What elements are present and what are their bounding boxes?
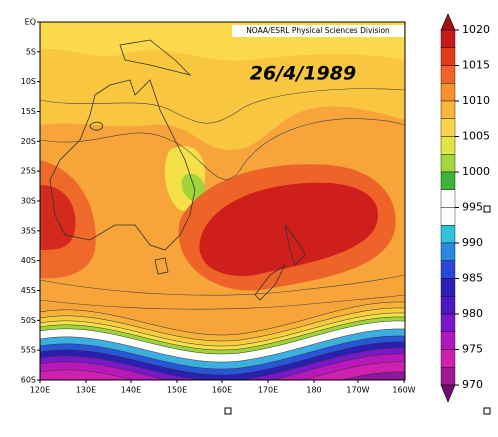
pressure-band (40, 353, 405, 380)
handle (483, 205, 491, 213)
lat-label: 45S (21, 286, 36, 295)
colorbar-segment (440, 171, 456, 190)
lon-label: 160W (392, 386, 415, 395)
lon-label: 150E (167, 386, 187, 395)
colorbar-label: 970 (462, 378, 483, 391)
lon-label: 140E (121, 386, 141, 395)
colorbar-segment (440, 331, 456, 350)
colorbar-segment (440, 278, 456, 297)
colorbar-segment (440, 260, 456, 279)
lon-label: 170W (346, 386, 369, 395)
colorbar-label: 1020 (462, 23, 490, 36)
colorbar-segment (440, 29, 456, 48)
isobars (40, 88, 405, 310)
colorbar-segment (440, 296, 456, 315)
credit: NOAA/ESRL Physical Sciences Division (246, 26, 390, 35)
colorbar-segment (440, 100, 456, 119)
colorbar-segment (440, 225, 456, 244)
colorbar-cap (440, 384, 456, 403)
southern-bands (40, 301, 405, 380)
colorbar-segment (440, 65, 456, 84)
colorbar-label: 985 (462, 272, 483, 285)
colorbar-segment (440, 313, 456, 332)
colorbar-label: 995 (462, 201, 483, 214)
lat-label: 10S (21, 77, 36, 86)
colorbar-segment (440, 136, 456, 155)
lat-label: 55S (21, 346, 36, 355)
colorbar: 1020 1015 1010 1005 1000 995 990 985 980 975 970 (440, 13, 490, 403)
colorbar-segment (440, 242, 456, 261)
date: 26/4/1989 (250, 63, 356, 85)
lat-label: 5S (26, 47, 36, 56)
colorbar-segment (440, 349, 456, 368)
lat-label: 20S (21, 137, 36, 146)
handle (483, 407, 491, 415)
credit-box (232, 25, 404, 37)
handle (224, 407, 232, 415)
lat-label: 40S (21, 256, 36, 265)
colorbar-label: 975 (462, 343, 483, 356)
colorbar-label: 1010 (462, 94, 490, 107)
lat-label: 50S (21, 316, 36, 325)
colorbar-segment (440, 118, 456, 137)
lat-label: 15S (21, 107, 36, 116)
lon-label: 130E (76, 386, 96, 395)
colorbar-label: 1000 (462, 165, 490, 178)
lat-label: 25S (21, 167, 36, 176)
colorbar-label: 990 (462, 236, 483, 249)
lon-label: 180 (306, 386, 321, 395)
lon-label: 120E (30, 386, 50, 395)
colorbar-label: 1015 (462, 59, 490, 72)
lat-label: 35S (21, 226, 36, 235)
colorbar-label: 1005 (462, 130, 490, 143)
lat-label: EQ (25, 18, 36, 27)
lat-label: 60S (21, 376, 36, 385)
lon-label: 170E (258, 386, 278, 395)
coastlines (49, 39, 306, 301)
colorbar-segment (440, 154, 456, 173)
colorbar-segment (440, 189, 456, 208)
colorbar-label: 980 (462, 307, 483, 320)
colorbar-segment (440, 207, 456, 226)
colorbar-cap (440, 13, 456, 31)
colorbar-segment (440, 47, 456, 66)
colorbar-segment (440, 83, 456, 102)
pressure-band (40, 371, 405, 380)
lat-label: 30S (21, 197, 36, 206)
lon-label: 160E (212, 386, 232, 395)
colorbar-segment (440, 367, 456, 386)
